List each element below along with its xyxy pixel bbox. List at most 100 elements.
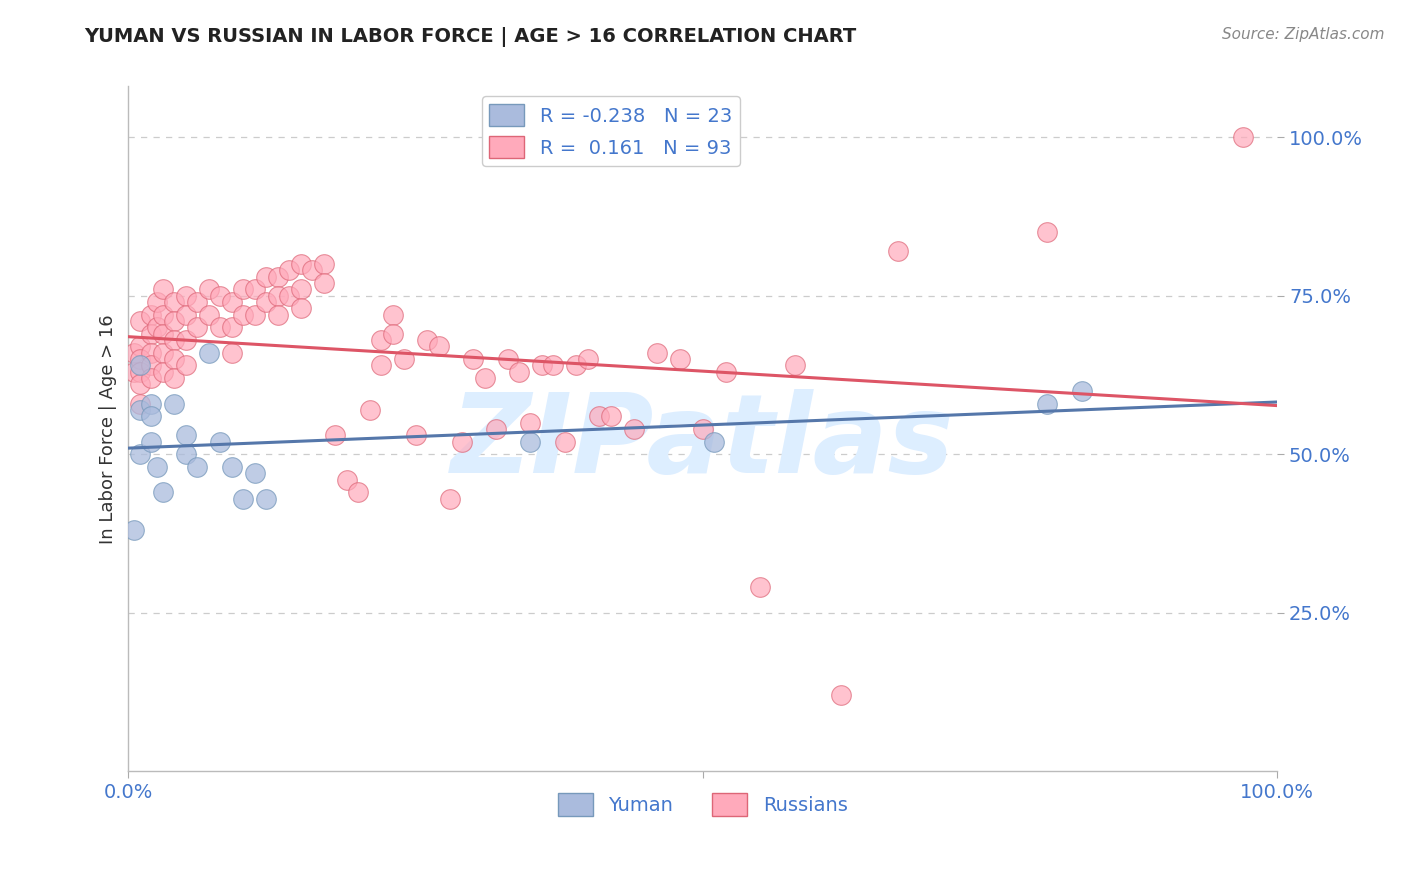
Y-axis label: In Labor Force | Age > 16: In Labor Force | Age > 16 bbox=[100, 314, 117, 544]
Point bbox=[141, 308, 163, 322]
Point bbox=[703, 434, 725, 449]
Point bbox=[174, 359, 197, 373]
Point bbox=[129, 402, 152, 417]
Point bbox=[1070, 384, 1092, 398]
Point bbox=[146, 320, 169, 334]
Point bbox=[243, 282, 266, 296]
Point bbox=[543, 359, 565, 373]
Point bbox=[174, 428, 197, 442]
Point bbox=[198, 308, 221, 322]
Point bbox=[599, 409, 621, 424]
Point bbox=[783, 359, 806, 373]
Point bbox=[565, 359, 588, 373]
Point bbox=[576, 352, 599, 367]
Point bbox=[1036, 396, 1059, 410]
Point bbox=[152, 326, 174, 341]
Point bbox=[359, 402, 381, 417]
Point bbox=[370, 333, 392, 347]
Point bbox=[232, 491, 254, 506]
Point bbox=[278, 288, 301, 302]
Text: YUMAN VS RUSSIAN IN LABOR FORCE | AGE > 16 CORRELATION CHART: YUMAN VS RUSSIAN IN LABOR FORCE | AGE > … bbox=[84, 27, 856, 46]
Point bbox=[267, 308, 290, 322]
Point bbox=[141, 326, 163, 341]
Point bbox=[427, 339, 450, 353]
Point bbox=[267, 288, 290, 302]
Point bbox=[381, 326, 404, 341]
Point bbox=[186, 459, 208, 474]
Point bbox=[163, 371, 186, 385]
Point bbox=[254, 269, 277, 284]
Point bbox=[347, 485, 370, 500]
Point bbox=[530, 359, 553, 373]
Point bbox=[129, 339, 152, 353]
Point bbox=[174, 288, 197, 302]
Point bbox=[554, 434, 576, 449]
Point bbox=[312, 257, 335, 271]
Point bbox=[129, 396, 152, 410]
Point bbox=[416, 333, 439, 347]
Point bbox=[152, 365, 174, 379]
Point bbox=[301, 263, 323, 277]
Point bbox=[163, 352, 186, 367]
Point bbox=[323, 428, 346, 442]
Point bbox=[405, 428, 427, 442]
Point bbox=[122, 524, 145, 538]
Point bbox=[221, 320, 243, 334]
Point bbox=[336, 473, 359, 487]
Point bbox=[290, 282, 312, 296]
Point bbox=[290, 257, 312, 271]
Point bbox=[141, 345, 163, 359]
Point bbox=[830, 688, 852, 702]
Point bbox=[588, 409, 610, 424]
Point bbox=[714, 365, 737, 379]
Point bbox=[370, 359, 392, 373]
Point bbox=[209, 320, 232, 334]
Point bbox=[163, 295, 186, 310]
Point bbox=[186, 320, 208, 334]
Point bbox=[278, 263, 301, 277]
Point bbox=[174, 447, 197, 461]
Point bbox=[450, 434, 472, 449]
Point bbox=[152, 345, 174, 359]
Point bbox=[141, 434, 163, 449]
Point bbox=[496, 352, 519, 367]
Point bbox=[198, 282, 221, 296]
Point bbox=[129, 352, 152, 367]
Point bbox=[392, 352, 415, 367]
Text: ZIPatlas: ZIPatlas bbox=[451, 389, 955, 496]
Point bbox=[141, 396, 163, 410]
Point bbox=[209, 434, 232, 449]
Point bbox=[232, 308, 254, 322]
Point bbox=[243, 308, 266, 322]
Point bbox=[129, 359, 152, 373]
Point bbox=[381, 308, 404, 322]
Point bbox=[623, 422, 645, 436]
Point bbox=[439, 491, 461, 506]
Point bbox=[122, 365, 145, 379]
Point bbox=[186, 295, 208, 310]
Point bbox=[129, 314, 152, 328]
Point bbox=[129, 365, 152, 379]
Point bbox=[174, 333, 197, 347]
Point bbox=[519, 416, 541, 430]
Point bbox=[508, 365, 530, 379]
Point bbox=[312, 276, 335, 290]
Point bbox=[174, 308, 197, 322]
Point bbox=[221, 459, 243, 474]
Point bbox=[221, 295, 243, 310]
Point bbox=[668, 352, 690, 367]
Point bbox=[141, 371, 163, 385]
Point bbox=[146, 459, 169, 474]
Point bbox=[692, 422, 714, 436]
Point bbox=[163, 396, 186, 410]
Point bbox=[163, 333, 186, 347]
Point bbox=[461, 352, 484, 367]
Point bbox=[1036, 225, 1059, 239]
Point bbox=[232, 282, 254, 296]
Point bbox=[290, 301, 312, 316]
Point bbox=[267, 269, 290, 284]
Point bbox=[122, 345, 145, 359]
Point bbox=[645, 345, 668, 359]
Point bbox=[152, 485, 174, 500]
Point bbox=[129, 447, 152, 461]
